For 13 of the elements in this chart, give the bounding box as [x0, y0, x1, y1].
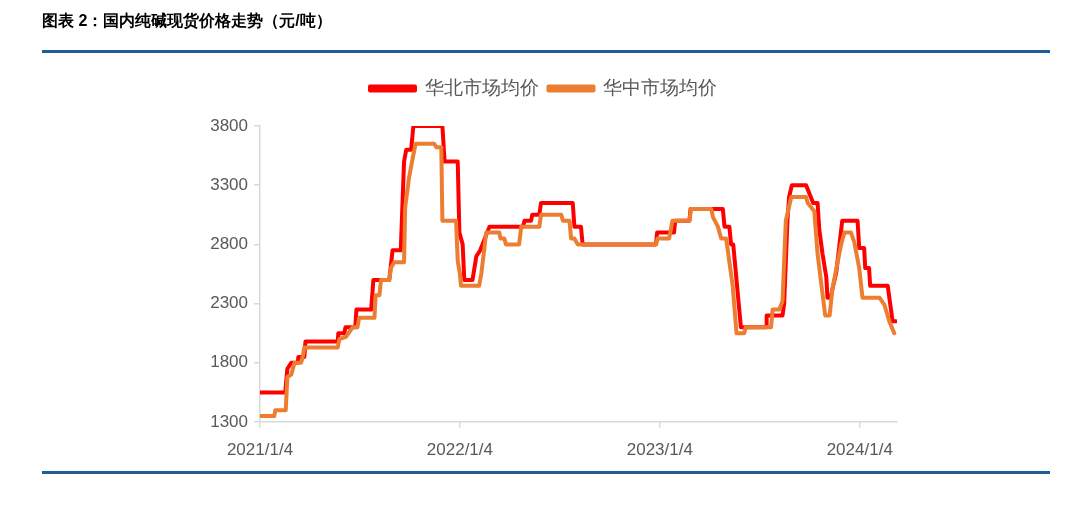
x-tick-label: 2023/1/4 — [626, 439, 693, 459]
y-tick-label: 1800 — [210, 352, 248, 372]
y-tick-label: 2300 — [210, 293, 248, 313]
legend-label: 华中市场均价 — [603, 76, 717, 98]
x-tick-label: 2022/1/4 — [426, 439, 494, 459]
y-tick-label: 3300 — [210, 174, 248, 194]
y-tick-label: 1300 — [210, 411, 248, 431]
chart-title: 图表 2：国内纯碱现货价格走势（元/吨） — [42, 11, 332, 32]
x-tick-label: 2021/1/4 — [226, 439, 294, 459]
y-tick-label: 3800 — [210, 115, 248, 135]
legend-label: 华北市场均价 — [424, 76, 539, 98]
x-tick-label: 2024/1/4 — [826, 439, 893, 459]
y-tick-label: 2800 — [210, 234, 248, 254]
